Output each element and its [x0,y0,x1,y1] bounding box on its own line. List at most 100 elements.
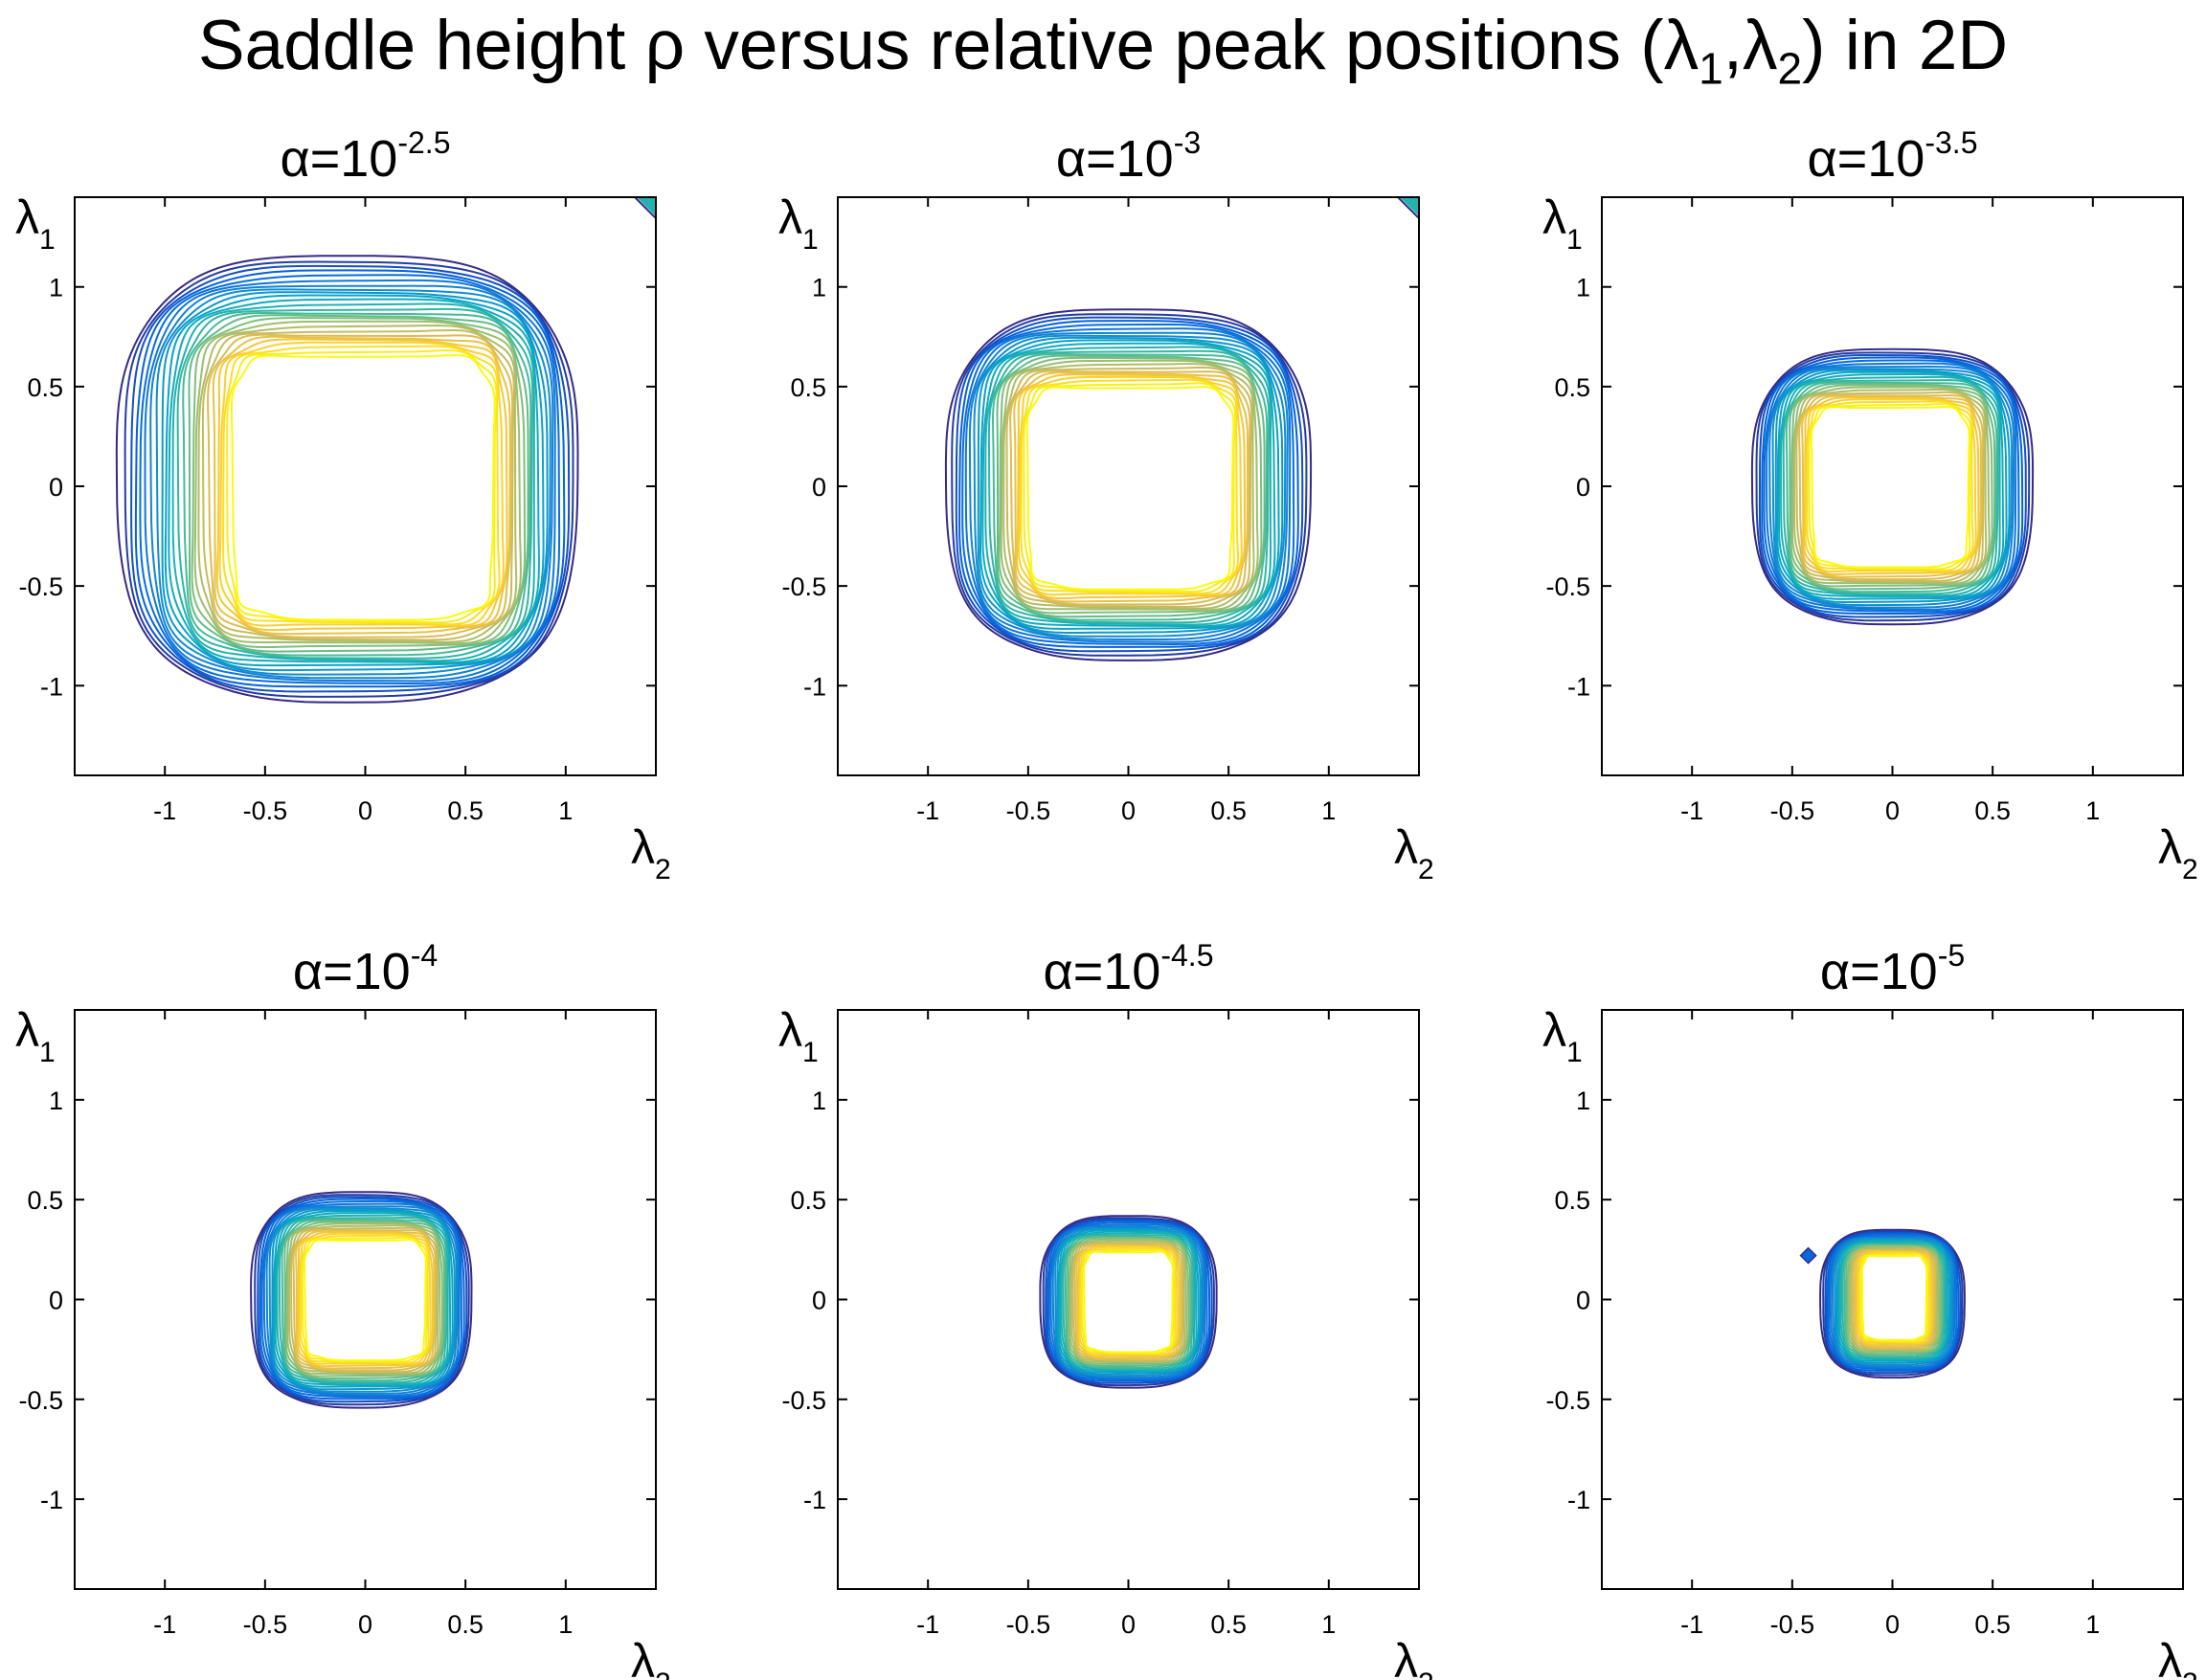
y-tick-label: 1 [49,1086,63,1115]
x-axis-label: λ2 [1394,1634,1434,1680]
contour-group [115,197,656,704]
contour-level-26 [1810,406,1970,569]
contour-level-25 [301,1236,428,1363]
x-axis-label: λ2 [2158,820,2198,885]
y-tick-label: -1 [803,672,826,701]
x-tick-label: -0.5 [1770,1610,1815,1639]
x-tick-label: 1 [558,796,573,825]
panel-title-part: -5 [1938,938,1965,973]
contour-level-2 [254,1194,470,1406]
contour-level-15 [1789,382,1996,591]
x-tick-label: 0.5 [1210,1610,1247,1639]
x-tick-label: 0 [1121,796,1136,825]
panel-title-part: α=10 [281,130,398,188]
contour-level-22 [1015,373,1247,599]
contour-level-26 [1082,1250,1174,1354]
contour-level-15 [1845,1243,1944,1355]
contour-level-22 [1077,1244,1181,1358]
contour-level-2 [1822,1230,1964,1377]
x-tick-label: -1 [916,1610,939,1639]
contour-level-24 [1806,400,1974,571]
contour-level-1 [250,1191,473,1409]
contour-level-3 [130,264,571,693]
contour-level-21 [212,335,511,636]
contour-level-20 [207,333,514,638]
contour-level-8 [1771,368,2014,607]
x-tick-label: 0.5 [1210,796,1247,825]
panel-title: α=10-4.5 [1044,938,1214,1000]
contour-level-3 [1758,354,2027,618]
contour-level-11 [1778,372,2005,598]
contour-level-16 [1790,384,1993,588]
contour-level-13 [176,307,534,660]
contour-level-24 [1079,1247,1177,1355]
x-tick-label: 0.5 [447,1610,484,1639]
contour-level-4 [958,320,1299,648]
x-tick-label: -0.5 [1006,1610,1051,1639]
panel-title: α=10-3 [1056,125,1201,188]
contour-level-16 [1846,1244,1942,1355]
contour-level-10 [1057,1228,1200,1374]
contour-level-1 [1039,1215,1218,1389]
contour-level-15 [188,314,529,653]
x-tick-label: 0.5 [1974,1610,2011,1639]
contour-level-3 [1824,1231,1962,1375]
contour-level-4 [134,269,566,688]
y-tick-label: 0.5 [27,373,63,402]
x-tick-label: -1 [916,796,939,825]
x-tick-label: -1 [153,1610,176,1639]
contour-level-10 [164,294,545,667]
y-tick-label: 0 [1576,473,1590,502]
contour-level-21 [295,1229,436,1370]
contour-level-15 [1067,1236,1192,1367]
contour-level-15 [996,354,1266,618]
contour-level-21 [1075,1243,1182,1359]
contour-level-14 [182,312,532,657]
x-axis-label-part: 2 [2182,854,2198,885]
panel-title-part: α=10 [1808,130,1925,188]
contour-level-23 [1804,398,1977,572]
contour-level-1 [944,308,1313,661]
axes-box [1601,196,2184,776]
y-tick-label: 1 [812,274,826,302]
y-tick-label: 0.5 [790,373,826,402]
contour-level-14 [1785,381,1998,594]
contour-level-11 [274,1212,452,1386]
contour-level-25 [1081,1248,1176,1355]
contour-level-24 [1857,1252,1930,1344]
y-axis-label: λ1 [1542,1003,1583,1068]
contour-level-9 [977,336,1284,634]
contour-level-20 [292,1228,437,1372]
contour-level-9 [1835,1238,1952,1364]
contour-level-6 [1766,362,2017,611]
panel-title-part: α=10 [1056,130,1174,188]
contour-level-12 [984,346,1272,626]
contour-level-26 [1025,386,1235,591]
contour-level-16 [284,1221,443,1378]
contour-level-19 [1005,366,1253,608]
contour-level-3 [1045,1218,1213,1384]
contour-level-11 [981,342,1276,628]
x-tick-label: 1 [1321,796,1336,825]
y-axis-label-part: 1 [39,1037,56,1068]
contour-level-13 [1062,1234,1194,1370]
figure-title: Saddle height ρ versus relative peak pos… [0,6,2206,95]
contour-level-19 [201,329,515,641]
corner-artifact-edge [1397,197,1419,219]
axes-box [74,1009,657,1590]
contour-level-6 [964,327,1292,643]
contour-level-17 [286,1222,441,1376]
contour-level-9 [1774,369,2011,603]
contour-level-17 [193,320,522,645]
x-tick-label: 0 [1121,1610,1136,1639]
y-tick-label: 0.5 [1554,373,1590,402]
contour-group [1799,1228,1966,1379]
y-tick-label: 0.5 [1554,1186,1590,1215]
contour-level-10 [1776,370,2008,600]
y-tick-label: 1 [1576,274,1590,302]
contour-group [1039,1215,1218,1389]
x-tick-label: -0.5 [1006,796,1051,825]
x-axis-label-part: 2 [1418,1668,1434,1680]
